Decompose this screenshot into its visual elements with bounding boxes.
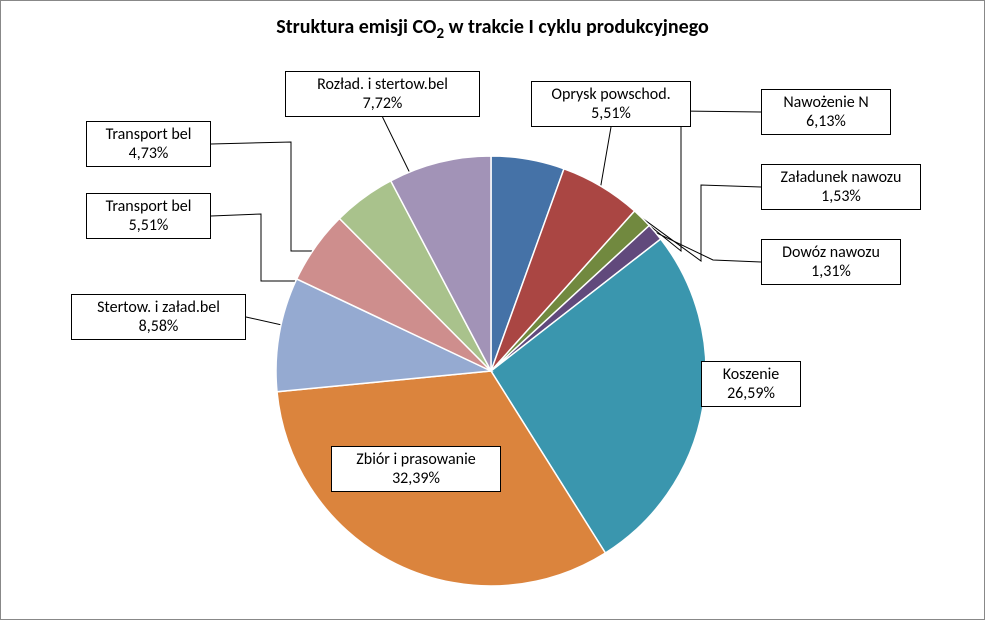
slice-label-value: 5,51% xyxy=(538,104,684,123)
slice-label: Oprysk powschod.5,51% xyxy=(531,81,691,127)
slice-label-value: 5,51% xyxy=(93,216,204,235)
slice-label-name: Stertow. i załad.bel xyxy=(78,298,239,317)
slice-label-value: 32,39% xyxy=(338,469,494,488)
slice-label-value: 26,59% xyxy=(708,384,794,403)
slice-label-name: Rozład. i stertow.bel xyxy=(292,75,473,94)
slice-label-value: 7,72% xyxy=(292,94,473,113)
slice-label-name: Nawożenie N xyxy=(768,93,884,112)
slice-label: Transport bel4,73% xyxy=(86,121,211,167)
slice-label: Rozład. i stertow.bel7,72% xyxy=(285,71,480,117)
slice-label-name: Dowóz nawozu xyxy=(768,243,894,262)
slice-label-value: 1,31% xyxy=(768,262,894,281)
slice-label: Koszenie26,59% xyxy=(701,361,801,407)
slice-label-value: 8,58% xyxy=(78,317,239,336)
slice-label: Zbiór i prasowanie32,39% xyxy=(331,446,501,492)
slice-label-name: Oprysk powschod. xyxy=(538,85,684,104)
slice-label-value: 1,53% xyxy=(768,187,914,206)
slice-label-value: 4,73% xyxy=(93,144,204,163)
chart-title: Struktura emisji CO2 w trakcie I cyklu p… xyxy=(1,15,984,43)
slice-label: Stertow. i załad.bel8,58% xyxy=(71,294,246,340)
slice-label-value: 6,13% xyxy=(768,112,884,131)
slice-label-name: Transport bel xyxy=(93,125,204,144)
slice-label: Nawożenie N6,13% xyxy=(761,89,891,135)
slice-label: Dowóz nawozu1,31% xyxy=(761,239,901,285)
slice-label: Transport bel5,51% xyxy=(86,193,211,239)
slice-label-name: Koszenie xyxy=(708,365,794,384)
slice-label: Załadunek nawozu1,53% xyxy=(761,164,921,210)
slice-label-name: Transport bel xyxy=(93,197,204,216)
slice-label-name: Zbiór i prasowanie xyxy=(338,450,494,469)
chart-frame: Struktura emisji CO2 w trakcie I cyklu p… xyxy=(0,0,985,620)
slice-label-name: Załadunek nawozu xyxy=(768,168,914,187)
pie-chart xyxy=(274,154,708,588)
